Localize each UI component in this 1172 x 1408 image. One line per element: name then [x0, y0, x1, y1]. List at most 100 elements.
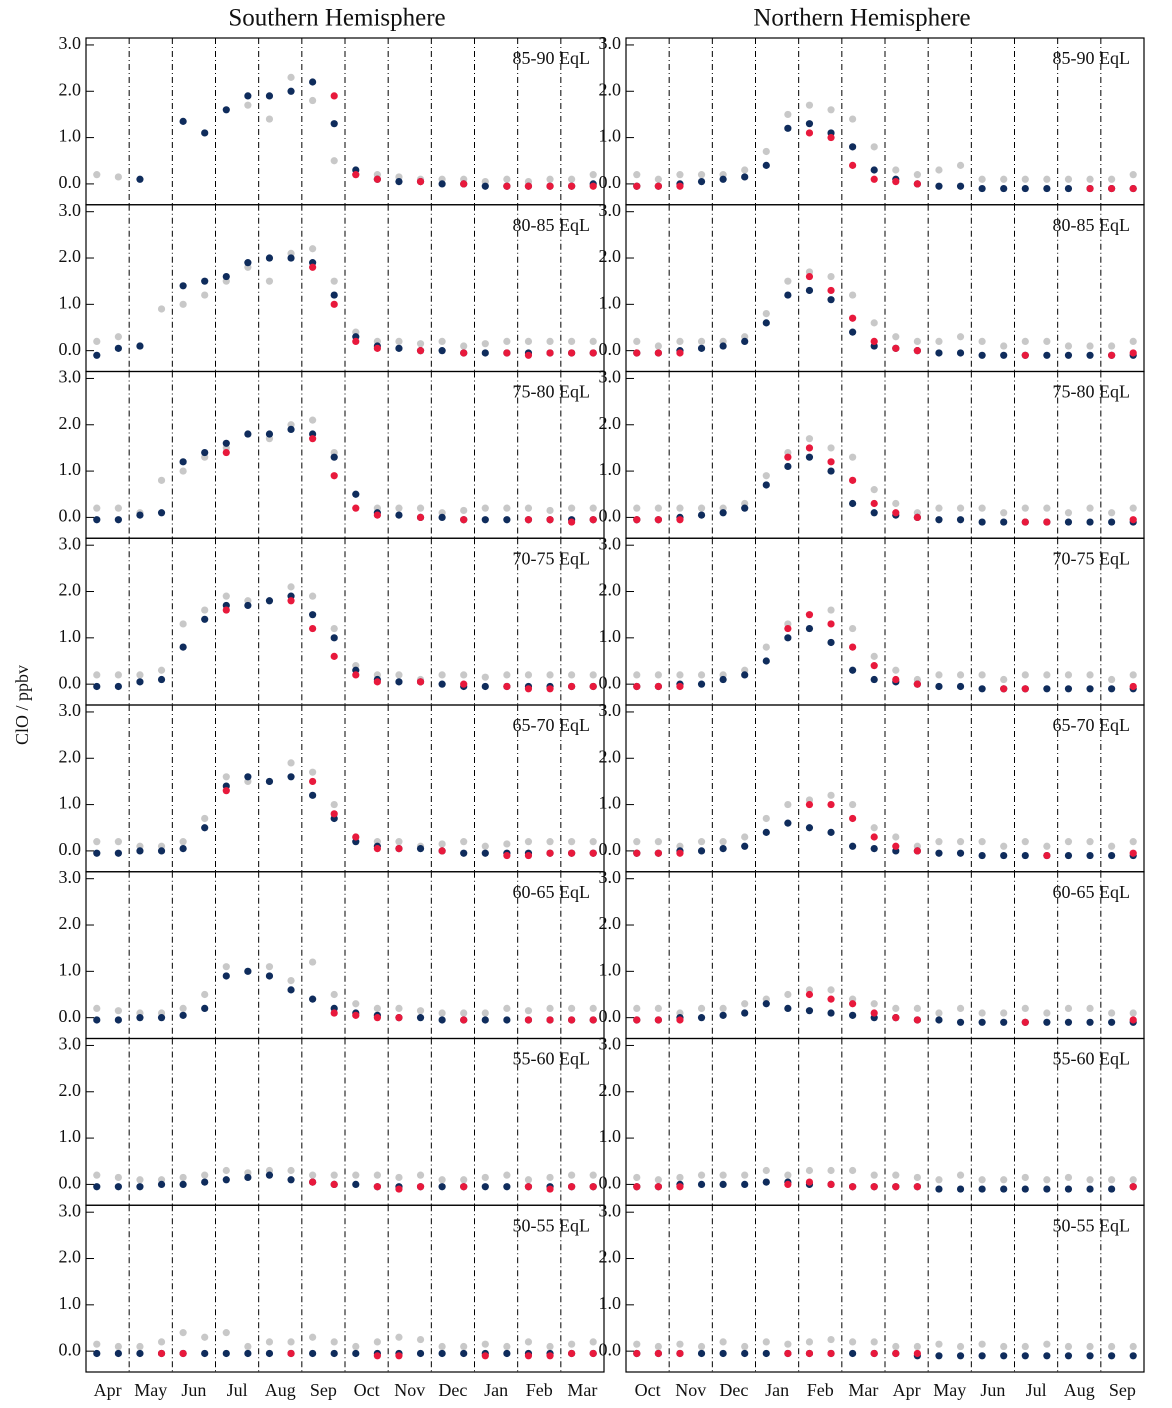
data-point — [870, 499, 878, 508]
data-point — [697, 344, 706, 352]
data-point — [330, 1349, 338, 1358]
data-point — [222, 272, 230, 281]
data-point — [1000, 1009, 1008, 1017]
data-point — [956, 161, 965, 169]
data-point — [654, 504, 662, 512]
data-point — [805, 272, 814, 281]
data-point — [1129, 516, 1137, 524]
data-point — [352, 504, 360, 512]
x-tick-label: Dec — [438, 1380, 467, 1400]
data-point — [956, 1171, 965, 1179]
data-point — [870, 319, 878, 327]
data-point — [179, 300, 187, 308]
data-point — [654, 175, 662, 183]
data-point — [1000, 518, 1008, 526]
data-point — [892, 833, 900, 841]
data-point — [460, 1342, 468, 1351]
data-point — [546, 1004, 554, 1012]
data-point — [1086, 1352, 1094, 1360]
data-point — [827, 458, 835, 466]
data-point — [460, 849, 468, 857]
y-tick-label: 3.0 — [59, 533, 82, 553]
data-point — [784, 1349, 792, 1358]
data-point — [1086, 504, 1094, 512]
data-point — [114, 1016, 122, 1024]
data-point — [719, 1011, 727, 1019]
y-tick-label: 0.0 — [59, 839, 82, 859]
data-point — [93, 504, 101, 512]
data-point — [741, 842, 749, 850]
data-point — [568, 838, 576, 846]
data-point — [1086, 1342, 1094, 1351]
x-tick-label: Apr — [94, 1380, 122, 1400]
x-tick-label: Jul — [1026, 1380, 1047, 1400]
data-point — [546, 1173, 554, 1182]
panel-label: 55-60 EqL — [513, 1049, 590, 1069]
data-point — [287, 254, 295, 262]
data-point — [956, 349, 965, 357]
data-point — [589, 337, 597, 345]
y-tick-label: 3.0 — [59, 867, 82, 887]
data-point — [633, 337, 641, 345]
data-point — [93, 682, 101, 691]
data-point — [416, 513, 425, 522]
data-point — [438, 840, 446, 848]
data-point — [222, 787, 230, 795]
data-point — [481, 516, 489, 524]
data-point — [503, 1342, 511, 1351]
panel-label: 70-75 EqL — [1053, 548, 1130, 568]
data-point — [1043, 851, 1051, 860]
data-point — [438, 680, 446, 688]
panel-label: 75-80 EqL — [513, 382, 590, 402]
data-point — [1000, 851, 1008, 860]
data-point — [524, 1183, 533, 1191]
data-point — [309, 1171, 317, 1179]
data-point — [265, 597, 274, 605]
data-point — [265, 1338, 274, 1346]
data-point — [1108, 342, 1116, 350]
data-point — [676, 504, 684, 512]
data-point — [1021, 1173, 1029, 1182]
data-point — [1086, 351, 1094, 359]
data-point — [676, 849, 684, 857]
y-tick-label: 2.0 — [599, 913, 622, 933]
y-tick-label: 1.0 — [59, 1293, 82, 1313]
data-point — [114, 333, 122, 341]
data-point — [849, 842, 857, 850]
data-point — [114, 344, 122, 352]
data-point — [503, 182, 511, 190]
x-tick-label: Aug — [1064, 1380, 1095, 1400]
data-point — [719, 675, 727, 684]
data-point — [978, 685, 986, 693]
x-tick-label: Dec — [719, 1380, 748, 1400]
data-point — [438, 847, 446, 855]
data-point — [460, 680, 468, 688]
data-point — [93, 171, 101, 179]
data-point — [568, 1004, 576, 1012]
data-point — [1129, 171, 1137, 179]
data-point — [784, 1004, 792, 1012]
data-point — [503, 682, 511, 691]
data-point — [654, 682, 662, 691]
data-point — [1043, 184, 1051, 193]
data-point — [978, 518, 986, 526]
data-point — [849, 1183, 857, 1191]
data-point — [1000, 1176, 1008, 1184]
data-point — [309, 245, 317, 253]
data-point — [654, 516, 662, 524]
data-point — [524, 851, 533, 860]
data-point — [309, 768, 317, 776]
data-point — [373, 678, 381, 686]
data-point — [179, 1011, 187, 1019]
data-point — [762, 481, 770, 489]
data-point — [136, 671, 144, 679]
data-point — [935, 671, 943, 679]
data-point — [654, 1176, 662, 1184]
data-point — [330, 277, 338, 285]
data-point — [114, 1342, 122, 1351]
data-point — [1000, 1342, 1008, 1351]
data-point — [416, 1349, 425, 1358]
data-point — [935, 516, 943, 524]
data-point — [352, 671, 360, 679]
data-point — [546, 516, 554, 524]
